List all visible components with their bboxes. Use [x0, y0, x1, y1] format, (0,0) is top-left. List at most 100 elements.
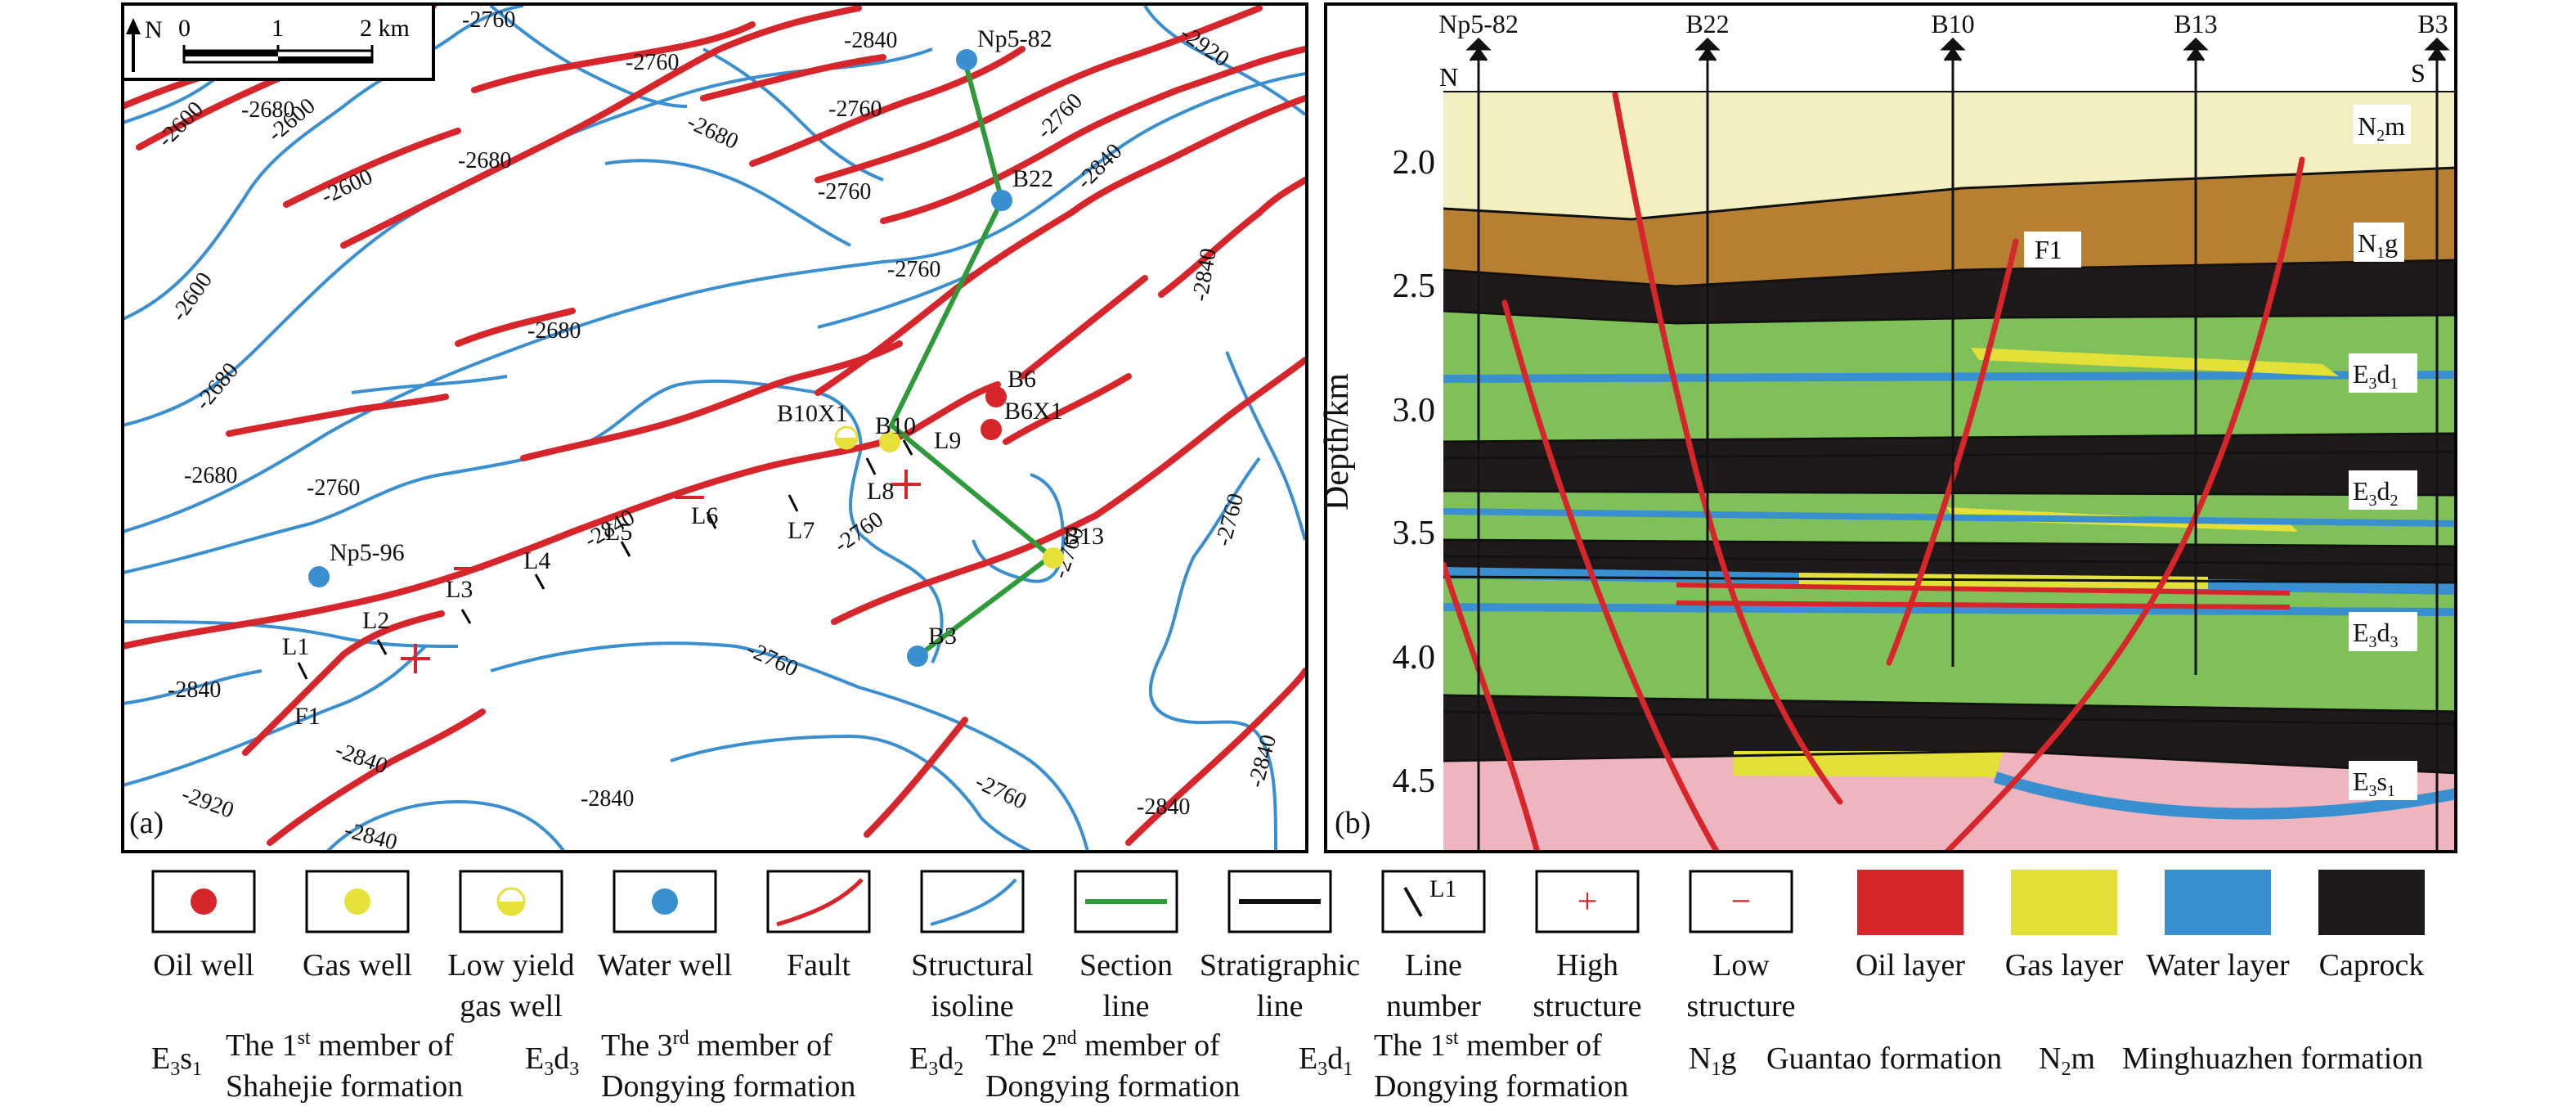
svg-text:gas well: gas well: [460, 989, 563, 1023]
gas-well-icon: [344, 888, 370, 915]
svg-text:Oil layer: Oil layer: [1856, 948, 1965, 983]
well-b13: [1043, 547, 1064, 569]
svg-text:L1: L1: [282, 633, 309, 660]
svg-text:B6X1: B6X1: [1004, 398, 1063, 425]
line-number-icon: [1403, 887, 1423, 917]
low-structure-icon-legend: −: [1731, 881, 1752, 921]
oil-well-icon: [191, 888, 217, 915]
svg-text:E3d2: E3d2: [909, 1041, 963, 1080]
svg-text:Structural: Structural: [911, 948, 1034, 983]
svg-text:structure: structure: [1533, 989, 1642, 1023]
svg-text:B22: B22: [1685, 9, 1729, 38]
north-arrow-icon: [126, 18, 141, 34]
svg-text:Np5-82: Np5-82: [977, 25, 1052, 52]
direction-north: N: [1439, 62, 1458, 92]
well-b22: [991, 190, 1012, 211]
abbr-n1g: N1g Guantao formation: [1689, 1041, 2002, 1080]
fault-label: F1: [294, 703, 321, 730]
svg-text:E3d1: E3d1: [1299, 1041, 1353, 1080]
svg-text:4.0: 4.0: [1393, 639, 1436, 677]
low-yield-gas-well-icon: [496, 887, 526, 916]
svg-text:The 2nd member of: The 2nd member of: [985, 1028, 1220, 1063]
well-b13-icon: [2183, 37, 2209, 61]
svg-text:N2m: N2m: [2039, 1041, 2095, 1080]
panel-a-label: (a): [129, 806, 164, 840]
svg-text:Dongying formation: Dongying formation: [1374, 1069, 1628, 1104]
svg-text:B13: B13: [2174, 9, 2217, 38]
svg-text:-2760: -2760: [462, 7, 515, 33]
well-np5-96: [308, 566, 330, 587]
stratigraphic-lines: [1443, 166, 2454, 775]
legend-oil-well: [151, 870, 256, 933]
svg-text:-2760: -2760: [307, 475, 360, 501]
f1-label: F1: [2024, 232, 2081, 268]
legend-gas-well: [305, 870, 410, 933]
svg-text:structure: structure: [1687, 989, 1796, 1023]
svg-text:High: High: [1556, 948, 1618, 983]
svg-text:B3: B3: [2417, 9, 2448, 38]
abbr-e3d1: E3d1 The 1st member of Dongying formatio…: [1299, 1028, 1628, 1104]
well-np5-82-icon: [1465, 37, 1492, 61]
svg-text:Np5-82: Np5-82: [1438, 9, 1519, 38]
panel-b-section: Np5-82 B22 B10 B13 B3 N S 2.0 2.5 3.0 3.…: [1318, 2, 2457, 853]
section-faults: [1443, 92, 2305, 850]
svg-text:F1: F1: [2035, 235, 2062, 264]
svg-text:The 3rd member of: The 3rd member of: [601, 1028, 832, 1063]
section-line: [888, 61, 1055, 657]
legend-high-structure: +: [1535, 870, 1640, 933]
svg-text:-2760: -2760: [626, 50, 679, 75]
svg-text:E3d2: E3d2: [2353, 476, 2399, 510]
water-layer-icon: [2165, 870, 2271, 935]
svg-text:Low: Low: [1712, 948, 1770, 983]
svg-text:N2m: N2m: [2358, 111, 2405, 145]
svg-text:Dongying formation: Dongying formation: [985, 1069, 1240, 1104]
svg-text:B13: B13: [1063, 523, 1104, 550]
legend-low-structure: −: [1689, 870, 1793, 933]
svg-text:B10: B10: [1931, 9, 1974, 38]
section-well-labels: Np5-82 B22 B10 B13 B3: [1438, 9, 2448, 38]
svg-text:-2840: -2840: [1137, 794, 1190, 820]
svg-text:B6: B6: [1008, 366, 1036, 393]
well-labels: Np5-82 B22 B6 B6X1 B10X1 B10 B13 B3 Np5-…: [330, 25, 1104, 650]
svg-text:Caprock: Caprock: [2319, 948, 2425, 983]
svg-text:2 km: 2 km: [360, 15, 410, 42]
depth-axis: 2.0 2.5 3.0 3.5 4.0 4.5 Depth/km: [1318, 144, 1435, 800]
svg-text:Gas layer: Gas layer: [2005, 948, 2124, 983]
svg-text:Dongying formation: Dongying formation: [601, 1069, 855, 1104]
svg-text:-2840: -2840: [168, 677, 221, 703]
svg-text:E3s1: E3s1: [2353, 767, 2395, 800]
line-number-labels: L1 L2 L3 L4 L5 L6 L7 L8 L9: [282, 427, 961, 660]
svg-text:-2680: -2680: [458, 148, 511, 173]
legend-fault: [766, 870, 871, 933]
isoline-icon: [930, 878, 1017, 926]
well-b10x1: [834, 425, 859, 450]
svg-text:3.0: 3.0: [1393, 392, 1436, 430]
well-b10: [879, 431, 900, 452]
svg-text:B10X1: B10X1: [777, 400, 848, 427]
svg-text:1: 1: [272, 15, 284, 42]
svg-text:B22: B22: [1012, 165, 1053, 192]
water-well-icon: [652, 888, 678, 915]
section-wells: [1465, 37, 2450, 851]
svg-text:line: line: [1103, 989, 1150, 1023]
legend: L1 + − Oil well Gas well Low yield gas w…: [151, 870, 2425, 1023]
svg-text:isoline: isoline: [931, 989, 1013, 1023]
svg-text:Stratigraphic: Stratigraphic: [1200, 948, 1360, 983]
svg-text:-2760: -2760: [828, 97, 882, 122]
legend-low-yield-gas-well: [459, 870, 563, 933]
svg-text:N: N: [145, 16, 163, 43]
svg-text:Shahejie formation: Shahejie formation: [226, 1069, 463, 1104]
svg-text:Np5-96: Np5-96: [330, 539, 405, 566]
svg-text:Oil well: Oil well: [153, 948, 254, 983]
svg-text:Fault: Fault: [787, 948, 851, 983]
direction-south: S: [2411, 58, 2426, 88]
fault-icon: [776, 878, 864, 927]
svg-text:2.0: 2.0: [1393, 144, 1436, 182]
svg-text:-2680: -2680: [527, 318, 581, 344]
svg-text:E3d1: E3d1: [2353, 359, 2399, 393]
low-structure-icon: [454, 496, 704, 570]
svg-text:number: number: [1386, 989, 1481, 1023]
abbr-e3d3: E3d3 The 3rd member of Dongying formatio…: [525, 1028, 855, 1104]
oil-layer-icon: [1857, 870, 1963, 935]
caprock-icon: [2318, 870, 2425, 935]
